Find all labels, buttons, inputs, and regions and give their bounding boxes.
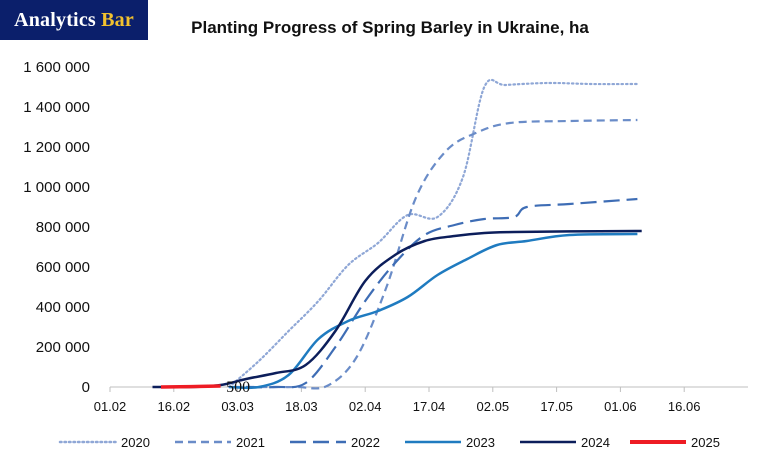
y-tick-label: 400 000 xyxy=(36,299,90,316)
legend-label: 2025 xyxy=(691,435,720,450)
x-tick-label: 01.02 xyxy=(94,399,127,414)
x-tick-label: 16.02 xyxy=(158,399,191,414)
analytics-bar-logo: Analytics Bar xyxy=(0,0,148,40)
legend-label: 2022 xyxy=(351,435,380,450)
legend-label: 2023 xyxy=(466,435,495,450)
y-tick-label: 1 600 000 xyxy=(23,59,90,76)
y-tick-label: 1 400 000 xyxy=(23,99,90,116)
series-line-2024 xyxy=(152,229,642,389)
series-line-2023 xyxy=(229,232,638,390)
x-tick-label: 01.06 xyxy=(604,399,637,414)
x-tick-label: 02.04 xyxy=(349,399,382,414)
x-tick-label: 17.04 xyxy=(413,399,446,414)
y-tick-label: 800 000 xyxy=(36,219,90,236)
y-tick-label: 200 000 xyxy=(36,339,90,356)
y-tick-label: 1 200 000 xyxy=(23,139,90,156)
x-tick-label: 17.05 xyxy=(540,399,573,414)
x-tick-label: 02.05 xyxy=(477,399,510,414)
y-tick-label: 1 000 000 xyxy=(23,179,90,196)
legend-label: 2021 xyxy=(236,435,265,450)
logo-text: Analytics xyxy=(14,9,102,31)
logo-text-accent: Bar xyxy=(101,9,134,31)
legend-label: 2020 xyxy=(121,435,150,450)
x-tick-label: 18.03 xyxy=(285,399,318,414)
series-line-2020 xyxy=(228,78,639,389)
x-tick-label: 16.06 xyxy=(668,399,701,414)
y-tick-label: 600 000 xyxy=(36,259,90,276)
chart-title: Planting Progress of Spring Barley in Uk… xyxy=(191,18,589,37)
legend-label: 2024 xyxy=(581,435,610,450)
series-line-2022 xyxy=(246,197,638,389)
series-line-2025 xyxy=(160,384,221,389)
y-tick-label: 0 xyxy=(82,379,90,396)
annotation-label: 500 xyxy=(226,379,250,396)
x-tick-label: 03.03 xyxy=(221,399,254,414)
series-line-2021 xyxy=(233,118,638,390)
